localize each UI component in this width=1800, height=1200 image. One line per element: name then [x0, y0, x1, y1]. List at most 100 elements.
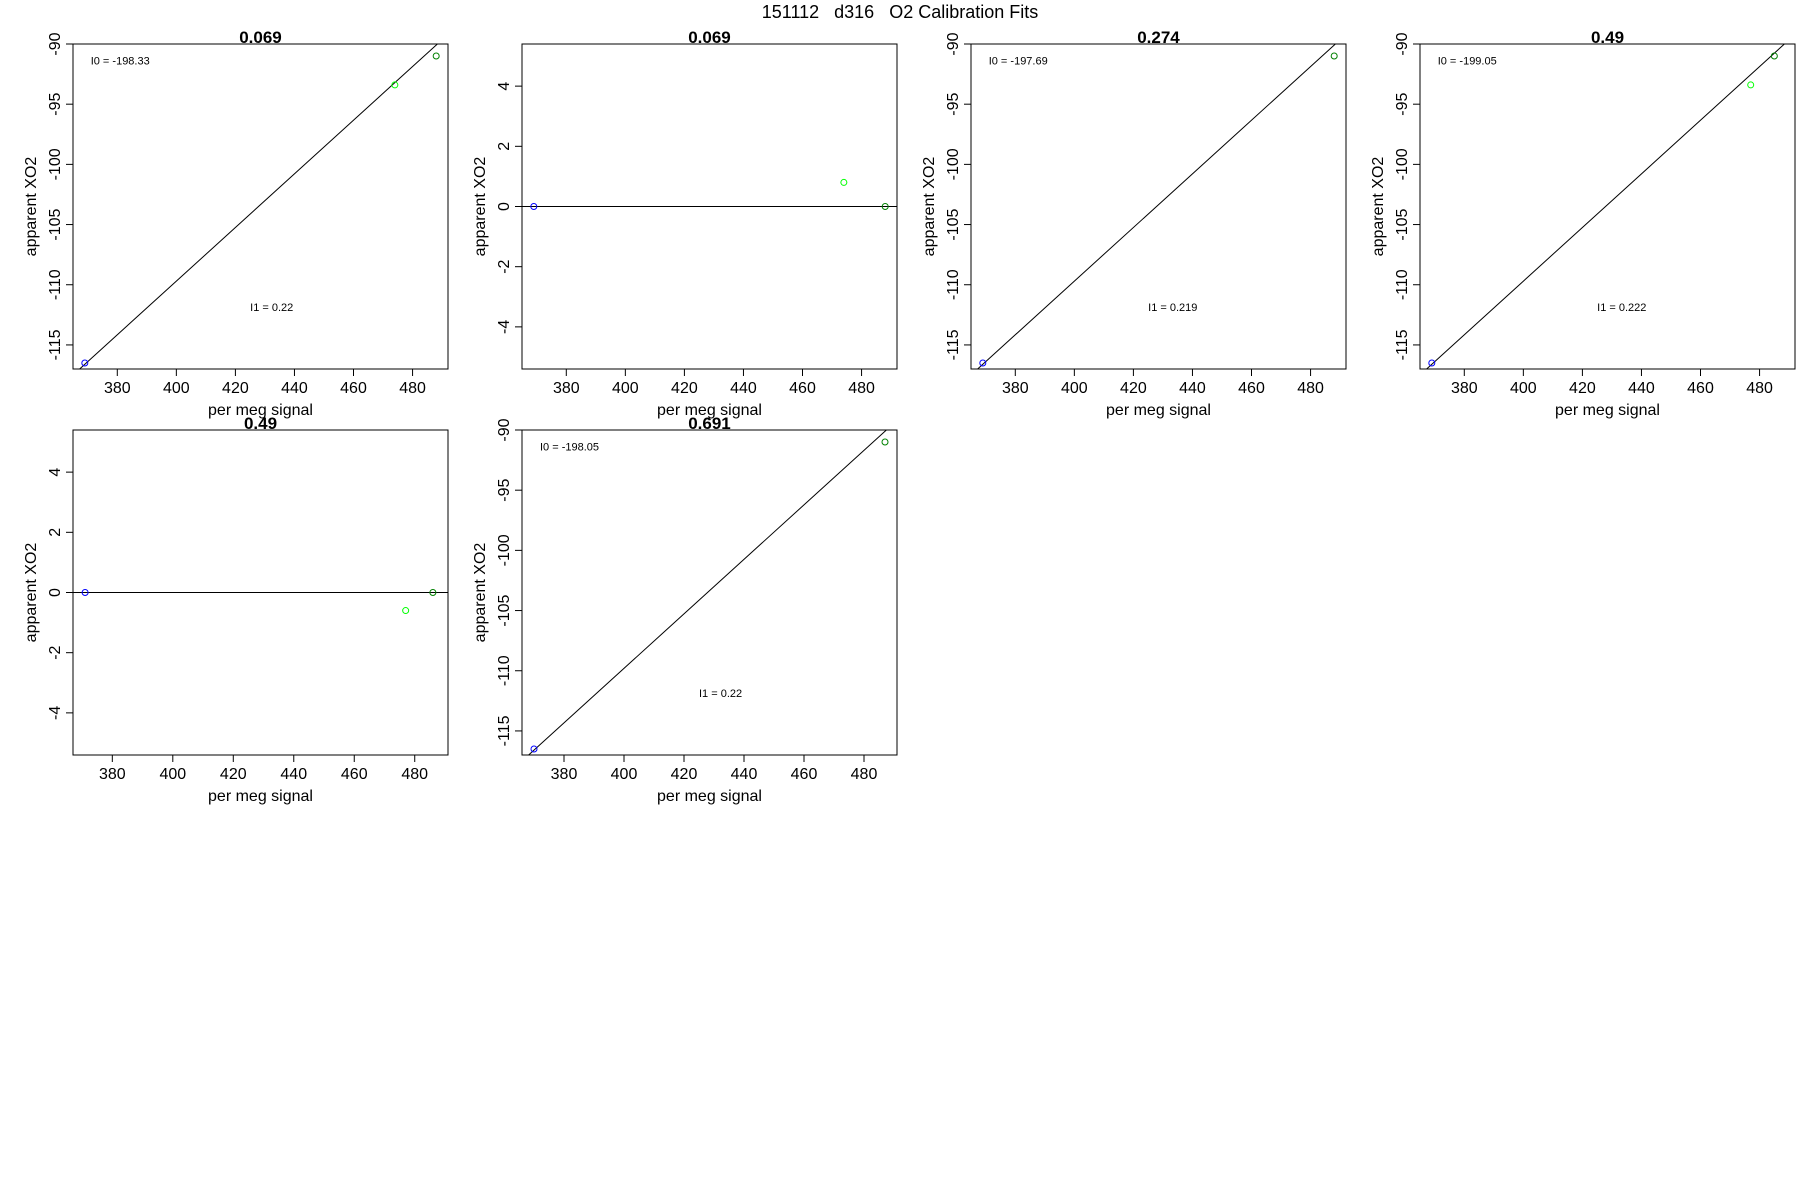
y-axis-label: apparent XO2: [23, 157, 40, 257]
x-tick-label: 440: [731, 766, 758, 783]
y-tick-label: -95: [47, 93, 64, 116]
fit-annotation: I1 = 0.222: [1597, 302, 1646, 314]
y-tick-label: -2: [496, 259, 513, 273]
x-tick-label: 380: [1002, 380, 1029, 397]
fit-annotation: I0 = -198.05: [540, 441, 599, 453]
chart-title: 0.49: [1591, 28, 1624, 47]
fit-annotation: I1 = 0.22: [250, 302, 293, 314]
fit-line: [527, 430, 888, 755]
x-tick-label: 380: [1451, 380, 1478, 397]
x-tick-label: 420: [671, 380, 698, 397]
x-tick-label: 420: [222, 380, 249, 397]
x-tick-label: 420: [1569, 380, 1596, 397]
fit-line: [78, 44, 439, 369]
data-point: [1747, 81, 1755, 89]
chart-title: 0.274: [1137, 28, 1180, 47]
y-tick-label: 0: [496, 202, 513, 211]
x-tick-label: 460: [1687, 380, 1714, 397]
x-axis-label: per meg signal: [657, 788, 762, 805]
x-tick-label: 460: [341, 766, 368, 783]
x-tick-label: 460: [1238, 380, 1265, 397]
fit-annotation: I0 = -198.33: [91, 55, 150, 67]
x-axis-label: per meg signal: [1555, 402, 1660, 419]
x-tick-label: 480: [1746, 380, 1773, 397]
chart-title: 0.691: [688, 414, 731, 433]
data-point: [1428, 359, 1436, 367]
x-tick-label: 460: [791, 766, 818, 783]
x-axis-label: per meg signal: [208, 402, 313, 419]
data-point: [81, 359, 89, 367]
y-axis-label: apparent XO2: [921, 157, 938, 257]
y-tick-label: -100: [47, 148, 64, 180]
x-tick-label: 400: [612, 380, 639, 397]
y-tick-label: 2: [47, 528, 64, 537]
y-tick-label: -100: [496, 534, 513, 566]
y-tick-label: -90: [945, 32, 962, 55]
y-tick-label: -100: [945, 148, 962, 180]
x-tick-label: 440: [1628, 380, 1655, 397]
x-tick-label: 400: [1061, 380, 1088, 397]
chart-panel-6: 0.691 380 400 420 440 460 480 per meg signal -90…: [472, 414, 898, 805]
chart-title: 0.069: [688, 28, 731, 47]
x-tick-label: 460: [340, 380, 367, 397]
x-tick-label: 460: [789, 380, 816, 397]
x-tick-label: 480: [399, 380, 426, 397]
fit-line: [1425, 44, 1786, 369]
y-tick-label: -4: [47, 706, 64, 720]
y-tick-label: -105: [945, 208, 962, 240]
plot-frame: [970, 43, 1347, 370]
y-tick-label: 4: [496, 82, 513, 91]
fit-annotation: I0 = -199.05: [1438, 55, 1497, 67]
x-tick-label: 400: [163, 380, 190, 397]
data-point: [840, 178, 848, 186]
plot-frame: [72, 43, 449, 370]
y-axis-label: apparent XO2: [472, 543, 489, 643]
y-tick-label: -110: [496, 655, 513, 686]
x-tick-label: 420: [671, 766, 698, 783]
x-tick-label: 400: [611, 766, 638, 783]
x-axis-label: per meg signal: [657, 402, 762, 419]
chart-title: 0.49: [244, 414, 277, 433]
data-point: [1770, 52, 1778, 60]
fit-annotation: I1 = 0.22: [699, 688, 742, 700]
x-tick-label: 440: [280, 766, 307, 783]
chart-panel-4: 0.49 380 400 420 440 460 480 per meg signal -90 -…: [1370, 28, 1796, 419]
y-tick-label: -110: [1394, 269, 1411, 300]
x-tick-label: 440: [730, 380, 757, 397]
chart-panel-1: 0.069 380 400 420 440 460 480 per meg signal -90…: [23, 28, 449, 419]
y-axis-label: apparent XO2: [1370, 157, 1387, 257]
y-tick-label: -105: [1394, 208, 1411, 240]
chart-title: 0.069: [239, 28, 282, 47]
y-tick-label: -110: [945, 269, 962, 300]
data-point: [81, 589, 89, 596]
y-tick-label: -95: [496, 479, 513, 502]
data-point: [402, 607, 410, 615]
fit-annotation: I0 = -197.69: [989, 55, 1048, 67]
y-tick-label: -2: [47, 645, 64, 659]
plot-frame: [1419, 43, 1796, 370]
fit-annotation: I1 = 0.219: [1148, 302, 1197, 314]
y-tick-label: -115: [1394, 329, 1411, 360]
y-tick-label: -100: [1394, 148, 1411, 180]
data-point: [1330, 52, 1338, 60]
x-tick-label: 480: [848, 380, 875, 397]
y-axis-label: apparent XO2: [472, 157, 489, 257]
x-tick-label: 380: [104, 380, 131, 397]
y-tick-label: -4: [496, 320, 513, 334]
x-tick-label: 380: [99, 766, 126, 783]
data-point: [429, 589, 437, 596]
page-title: 151112 d316 O2 Calibration Fits: [761, 2, 1039, 22]
y-tick-label: 4: [47, 468, 64, 477]
y-tick-label: -90: [1394, 32, 1411, 55]
x-axis-label: per meg signal: [208, 788, 313, 805]
y-tick-label: -90: [47, 32, 64, 55]
x-tick-label: 380: [553, 380, 580, 397]
x-tick-label: 440: [281, 380, 308, 397]
y-tick-label: -90: [496, 418, 513, 441]
y-tick-label: -110: [47, 269, 64, 300]
x-tick-label: 400: [1510, 380, 1537, 397]
chart-panel-2: 0.069 380 400 420 440 460 480 per meg signal -4 -…: [472, 28, 898, 419]
chart-panel-3: 0.274 380 400 420 440 460 480 per meg signal -90…: [921, 28, 1347, 419]
